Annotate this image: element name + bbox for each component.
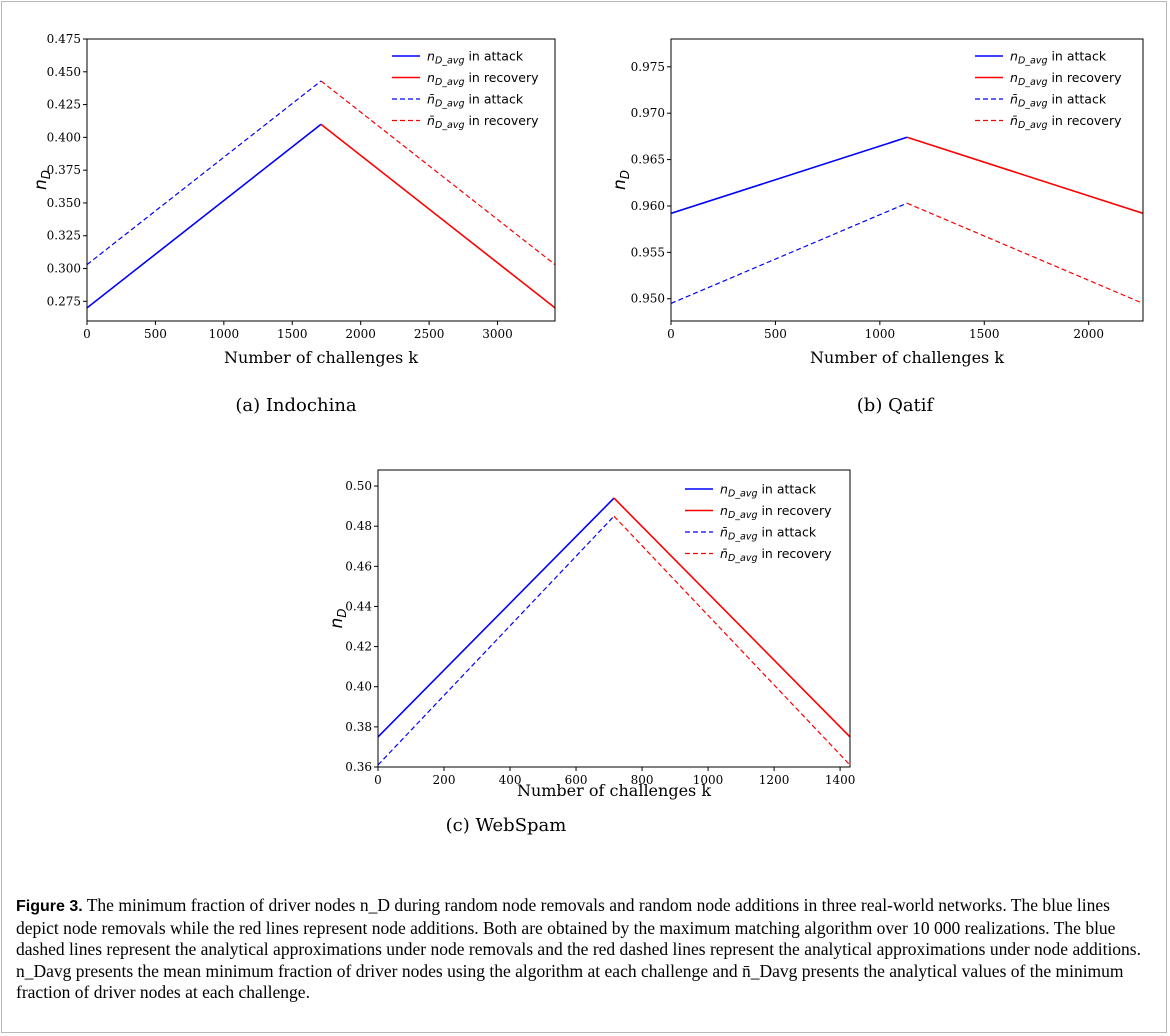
webspam-x-tick-label: 200 [433,773,456,787]
qatif-plot-frame [670,38,1144,322]
webspam-y-tick-label: 0.40 [345,680,372,694]
qatif-legend-label: n̄D_avg in recovery [1010,113,1122,131]
indochina-x-tick-label: 1500 [277,327,308,341]
webspam-x-tick-label: 1200 [759,773,790,787]
qatif-series-approx-attack [671,202,908,304]
webspam-y-tick-label: 0.50 [345,479,372,493]
qatif-y-tick-label: 0.955 [631,245,665,259]
indochina-x-tick-label: 0 [83,327,91,341]
webspam-y-tick-label: 0.38 [345,720,372,734]
webspam-legend-label: nD_avg in recovery [720,503,832,521]
qatif-y-tick-label: 0.970 [631,106,665,120]
webspam-legend: nD_avg in attack nD_avg in recovery n̄D_av… [685,482,832,564]
webspam-y-tick-label: 0.44 [345,599,372,613]
qatif-legend-label: nD_avg in attack [1010,49,1107,67]
qatif-x-tick-label: 1000 [865,327,896,341]
webspam-plot-frame [377,469,851,768]
webspam-y-tick-label: 0.42 [345,640,372,654]
qatif-series-approx-recovery [906,202,1143,304]
qatif-x-tick-label: 1500 [969,327,1000,341]
indochina-y-tick-label: 0.425 [47,98,81,112]
indochina-series-approx-attack [87,80,322,266]
webspam-x-tick-label: 1400 [825,773,856,787]
indochina-x-axis-label: Number of challenges k [224,348,418,367]
indochina-y-tick-label: 0.400 [47,130,81,144]
webspam-legend-label: n̄D_avg in recovery [720,546,832,564]
qatif-series-measured-recovery [906,136,1143,215]
caption-label: Figure 3. [16,898,83,915]
chart-webspam: 0 200 400 600 800 1000 1200 1400 0.36 0.38 0.40 0.4… [327,469,856,836]
webspam-series-approx-recovery [613,515,850,766]
qatif-legend-label: nD_avg in recovery [1010,70,1122,88]
qatif-x-tick-label: 500 [764,327,787,341]
indochina-y-tick-label: 0.325 [47,229,81,243]
indochina-x-tick-label: 1000 [209,327,240,341]
webspam-series-measured-attack [378,497,615,738]
indochina-series-approx-recovery [320,80,555,266]
indochina-subfigure-caption: (a) Indochina [235,395,357,416]
indochina-x-tick-label: 2000 [345,327,376,341]
webspam-x-tick-label: 400 [499,773,522,787]
qatif-x-tick-label: 2000 [1073,327,1104,341]
indochina-y-tick-label: 0.350 [47,196,81,210]
indochina-y-tick-label: 0.475 [47,32,81,46]
chart-indochina: 0 500 1000 1500 2000 2500 3000 0.275 0.300 0.325 0… [31,32,556,416]
indochina-y-axis-label: nD [31,170,53,190]
indochina-legend: nD_avg in attack nD_avg in recovery n̄D_av… [392,49,539,131]
qatif-subfigure-caption: (b) Qatif [857,395,935,416]
qatif-y-axis-label: nD [610,170,632,190]
qatif-series-measured-attack [671,136,908,215]
indochina-legend-label: n̄D_avg in recovery [427,113,539,131]
indochina-x-tick-label: 500 [144,327,167,341]
indochina-series-measured-recovery [320,123,555,309]
qatif-y-tick-label: 0.960 [631,199,665,213]
indochina-y-tick-label: 0.450 [47,65,81,79]
indochina-y-tick-label: 0.300 [47,262,81,276]
webspam-x-tick-label: 800 [631,773,654,787]
webspam-y-tick-label: 0.46 [345,559,372,573]
qatif-legend-label: n̄D_avg in attack [1010,92,1107,110]
webspam-x-tick-label: 0 [374,773,382,787]
caption-text: The minimum fraction of driver nodes n_D… [16,895,1141,1002]
webspam-x-axis-label: Number of challenges k [517,781,711,800]
indochina-x-tick-label: 2500 [414,327,445,341]
webspam-y-tick-label: 0.48 [345,519,372,533]
figure-caption: Figure 3. The minimum fraction of driver… [16,895,1151,1004]
indochina-series-measured-attack [87,123,322,309]
webspam-x-tick-label: 1000 [693,773,724,787]
qatif-x-axis-label: Number of challenges k [810,348,1004,367]
indochina-legend-label: n̄D_avg in attack [427,92,524,110]
indochina-y-tick-label: 0.275 [47,294,81,308]
qatif-x-tick-label: 0 [667,327,675,341]
indochina-x-tick-label: 3000 [482,327,513,341]
webspam-legend-label: nD_avg in attack [720,482,817,500]
webspam-legend-label: n̄D_avg in attack [720,525,817,543]
qatif-y-tick-label: 0.965 [631,153,665,167]
webspam-series-approx-attack [378,515,615,766]
webspam-subfigure-caption: (c) WebSpam [446,815,567,836]
webspam-x-tick-label: 600 [565,773,588,787]
webspam-y-axis-label: nD [327,608,349,628]
indochina-y-tick-label: 0.375 [47,163,81,177]
webspam-y-tick-label: 0.36 [345,760,372,774]
qatif-legend: nD_avg in attack nD_avg in recovery n̄D_av… [975,49,1122,131]
webspam-series-measured-recovery [613,497,850,738]
indochina-legend-label: nD_avg in attack [427,49,524,67]
chart-qatif: 0 500 1000 1500 2000 0.950 0.955 0.960 0.965 0.97… [610,38,1144,416]
qatif-y-tick-label: 0.950 [631,292,665,306]
indochina-legend-label: nD_avg in recovery [427,70,539,88]
indochina-plot-frame [86,38,556,322]
qatif-y-tick-label: 0.975 [631,60,665,74]
